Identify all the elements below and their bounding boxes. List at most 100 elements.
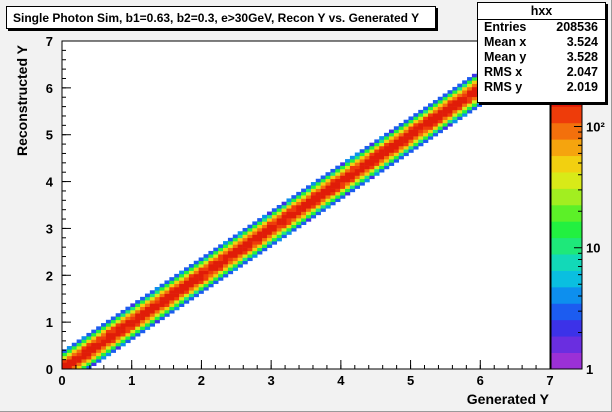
heatmap-cell xyxy=(330,191,336,196)
heatmap-cell xyxy=(266,221,273,225)
stats-row-entries: Entries 208536 xyxy=(478,20,605,35)
heatmap-cell xyxy=(418,116,424,121)
heatmap-cell xyxy=(335,191,341,196)
heatmap-cell xyxy=(447,100,453,104)
palette-swatch xyxy=(551,286,582,304)
heatmap-cell xyxy=(340,172,346,176)
heatmap-cell xyxy=(208,270,214,275)
heatmap-cell xyxy=(218,267,224,271)
heatmap-cell xyxy=(76,342,82,347)
heatmap-cell xyxy=(193,290,199,294)
heatmap-cell xyxy=(384,159,390,163)
heatmap-cell xyxy=(447,103,453,107)
heatmap-cell xyxy=(306,208,312,212)
heatmap-cell xyxy=(266,234,273,239)
heatmap-cell xyxy=(281,234,287,239)
palette-swatch xyxy=(551,336,582,353)
heatmap-cell xyxy=(252,227,258,232)
heatmap-cell xyxy=(471,77,478,81)
heatmap-cell xyxy=(291,208,297,212)
heatmap-cell xyxy=(398,132,404,137)
heatmap-cell xyxy=(218,247,224,252)
heatmap-cell xyxy=(442,119,448,124)
heatmap-cell xyxy=(184,277,190,281)
heatmap-cell xyxy=(423,106,429,111)
heatmap-cell xyxy=(76,346,82,350)
heatmap-cell xyxy=(403,139,409,143)
heatmap-cell xyxy=(223,267,229,271)
heatmap-cell xyxy=(81,349,87,353)
heatmap-cell xyxy=(354,172,360,176)
heatmap-cell xyxy=(140,319,146,324)
heatmap-cell xyxy=(179,300,185,304)
heatmap-cell xyxy=(393,155,400,160)
heatmap-cell xyxy=(335,182,341,186)
heatmap-cell xyxy=(174,306,180,311)
palette-swatch xyxy=(551,122,582,140)
heatmap-cell xyxy=(237,241,243,245)
heatmap-cell xyxy=(301,208,307,212)
heatmap-cell xyxy=(384,139,390,143)
heatmap-cell xyxy=(174,283,180,288)
heatmap-cell xyxy=(105,319,112,324)
heatmap-cell xyxy=(184,290,190,294)
heatmap-cell xyxy=(379,159,385,163)
heatmap-cell xyxy=(310,198,317,203)
heatmap-cell xyxy=(208,280,214,285)
heatmap-cell xyxy=(428,136,434,140)
heatmap-cell xyxy=(130,329,136,334)
heatmap-cell xyxy=(428,106,434,111)
heatmap-cell xyxy=(408,149,414,153)
heatmap-cell xyxy=(218,250,224,255)
heatmap-cell xyxy=(447,113,453,117)
heatmap-cell xyxy=(198,260,204,265)
heatmap-cell xyxy=(388,152,395,157)
heatmap-cell xyxy=(462,96,468,101)
heatmap-cell xyxy=(257,247,263,252)
heatmap-cell xyxy=(271,241,278,245)
heatmap-cell xyxy=(184,283,190,288)
palette-swatch xyxy=(551,172,582,189)
heatmap-cell xyxy=(384,142,390,147)
heatmap-cell xyxy=(296,211,302,216)
heatmap-cell xyxy=(218,264,224,268)
heatmap-cell xyxy=(471,83,478,88)
heatmap-cell xyxy=(271,214,278,219)
heatmap-cell xyxy=(447,123,453,127)
heatmap-cell xyxy=(184,267,190,271)
heatmap-cell xyxy=(203,273,209,278)
heatmap-cell xyxy=(140,323,146,327)
stats-label: Entries xyxy=(484,20,527,34)
heatmap-cell xyxy=(286,205,292,209)
heatmap-cell xyxy=(408,136,414,140)
heatmap-cell xyxy=(359,182,365,186)
heatmap-cell xyxy=(437,113,443,117)
heatmap-cell xyxy=(413,139,419,143)
heatmap-cell xyxy=(130,319,136,324)
heatmap-cell xyxy=(437,100,443,104)
stats-label: RMS y xyxy=(484,80,523,94)
heatmap-cell xyxy=(120,332,126,337)
z-tick-label: 10² xyxy=(586,119,605,134)
heatmap-cell xyxy=(232,237,238,242)
heatmap-cell xyxy=(247,227,253,232)
heatmap-cell xyxy=(471,96,478,101)
heatmap-cell xyxy=(320,198,326,203)
heatmap-cell xyxy=(462,93,468,98)
heatmap-cell xyxy=(345,182,351,186)
heatmap-cell xyxy=(120,342,126,347)
heatmap-cell xyxy=(437,123,443,127)
heatmap-cell xyxy=(149,300,156,304)
heatmap-cell xyxy=(462,106,468,111)
heatmap-cell xyxy=(325,201,331,206)
heatmap-cell xyxy=(310,188,317,193)
heatmap-cell xyxy=(101,336,107,340)
heatmap-cell xyxy=(96,349,102,353)
heatmap-cell xyxy=(349,168,356,173)
heatmap-cell xyxy=(149,306,156,311)
heatmap-cell xyxy=(232,267,238,271)
heatmap-cell xyxy=(388,155,395,160)
palette-swatch xyxy=(551,254,582,271)
heatmap-cell xyxy=(457,100,463,104)
z-axis: 1 10 10² xyxy=(574,89,605,377)
